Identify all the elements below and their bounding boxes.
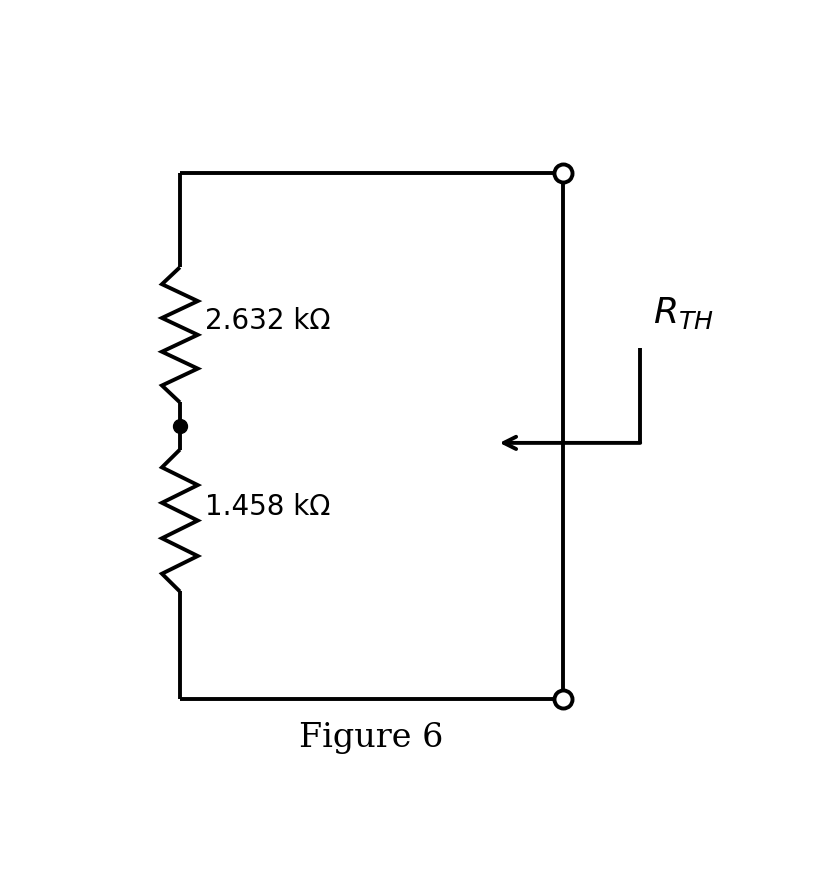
Text: 2.632 kΩ: 2.632 kΩ: [205, 307, 331, 335]
Text: Figure 6: Figure 6: [299, 722, 444, 753]
Text: $R_{TH}$: $R_{TH}$: [653, 296, 714, 332]
Text: 1.458 kΩ: 1.458 kΩ: [205, 493, 331, 521]
